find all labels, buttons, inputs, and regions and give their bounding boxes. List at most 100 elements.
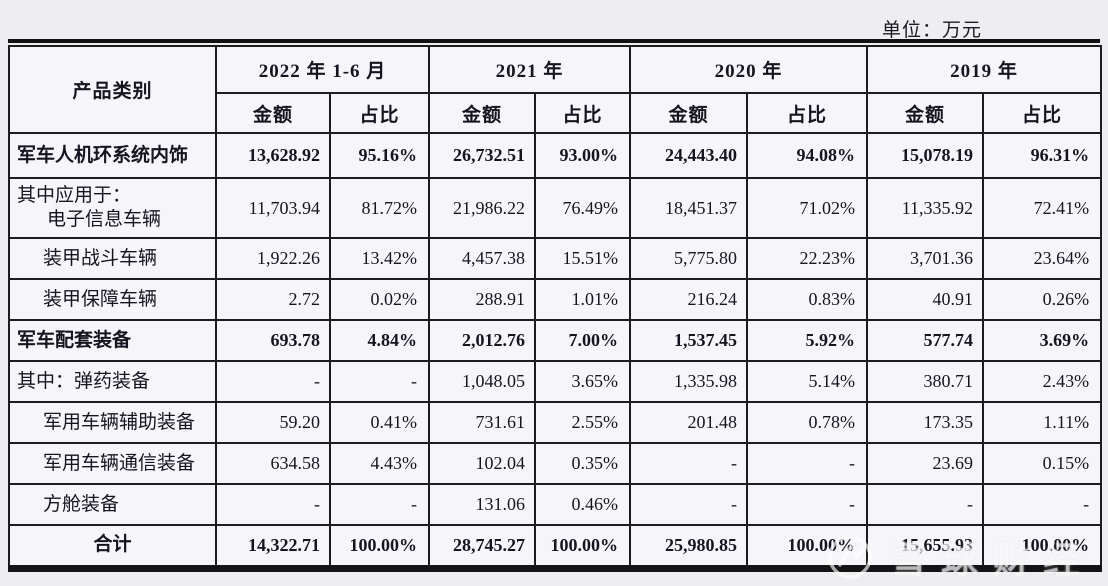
ratio-subheader-1: 占比	[534, 92, 632, 134]
amount-cell: 102.04	[428, 442, 537, 485]
row-label: 军车配套装备	[8, 319, 217, 362]
ratio-cell: 100.00%	[746, 524, 869, 569]
ratio-cell: 100.00%	[534, 524, 632, 569]
amount-cell: 59.20	[215, 401, 331, 444]
amount-cell: 18,451.37	[629, 177, 749, 239]
amount-cell: 1,335.98	[629, 360, 749, 403]
amount-cell: -	[215, 483, 331, 526]
unit-label: 单位：万元	[881, 20, 982, 41]
table-header: 产品类别 2022 年 1-6 月 2021 年 2020 年 2019 年金额 占比 金额…	[8, 45, 1103, 134]
ratio-cell: -	[982, 483, 1103, 526]
ratio-subheader-2: 占比	[746, 92, 869, 134]
ratio-cell: 94.08%	[746, 132, 869, 179]
amount-cell: 13,628.92	[215, 132, 331, 179]
ratio-subheader-0: 占比	[328, 92, 431, 134]
year-group-header-1: 2021 年	[428, 45, 632, 94]
row-label: 军用车辆通信装备	[8, 442, 217, 485]
table-body: 军车人机环系统内饰 13,628.92 95.16% 26,732.51 93.00% 2…	[8, 132, 1103, 569]
amount-cell: 131.06	[428, 483, 537, 526]
ratio-cell: 13.42%	[328, 237, 431, 280]
ratio-cell: 0.41%	[328, 401, 431, 444]
ratio-cell: 0.78%	[746, 401, 869, 444]
table-row: 方舱装备 - -131.06 0.46% - - - -	[8, 483, 1103, 526]
ratio-cell: 5.14%	[746, 360, 869, 403]
amount-cell: 577.74	[866, 319, 985, 362]
row-label: 军车人机环系统内饰	[8, 132, 217, 179]
category-column-header: 产品类别	[8, 45, 217, 134]
year-group-header-2: 2020 年	[629, 45, 869, 94]
ratio-cell: 0.15%	[982, 442, 1103, 485]
table-row: 军用车辆通信装备 634.58 4.43% 102.04 0.35% - -23.69 0.1…	[8, 442, 1103, 485]
ratio-cell: 2.55%	[534, 401, 632, 444]
amount-cell: 693.78	[215, 319, 331, 362]
table-row: 军车配套装备 693.78 4.84% 2,012.76 7.00% 1,537.45 5.…	[8, 319, 1103, 362]
row-label: 装甲战斗车辆	[8, 237, 217, 280]
table-row: 其中：弹药装备 - -1,048.05 3.65% 1,335.98 5.14% 380.7…	[8, 360, 1103, 403]
table-row: 军用车辆辅助装备 59.20 0.41% 731.61 2.55% 201.48 0.78%…	[8, 401, 1103, 444]
amount-subheader-0: 金额	[215, 92, 331, 134]
amount-cell: -	[215, 360, 331, 403]
amount-cell: 24,443.40	[629, 132, 749, 179]
amount-subheader-3: 金额	[866, 92, 985, 134]
row-label: 装甲保障车辆	[8, 278, 217, 321]
ratio-cell: 5.92%	[746, 319, 869, 362]
ratio-cell: -	[328, 483, 431, 526]
amount-cell: -	[629, 483, 749, 526]
ratio-cell: 15.51%	[534, 237, 632, 280]
ratio-cell: 23.64%	[982, 237, 1103, 280]
amount-cell: -	[866, 483, 985, 526]
amount-cell: 201.48	[629, 401, 749, 444]
year-group-header-3: 2019 年	[866, 45, 1103, 94]
amount-cell: 1,537.45	[629, 319, 749, 362]
amount-cell: 14,322.71	[215, 524, 331, 569]
amount-cell: 25,980.85	[629, 524, 749, 569]
amount-cell: 288.91	[428, 278, 537, 321]
amount-subheader-1: 金额	[428, 92, 537, 134]
ratio-cell: 95.16%	[328, 132, 431, 179]
table-row: 装甲保障车辆 2.72 0.02% 288.91 1.01% 216.24 0.83% 40.…	[8, 278, 1103, 321]
table-row: 装甲战斗车辆 1,922.26 13.42% 4,457.38 15.51% 5,775.…	[8, 237, 1103, 280]
ratio-cell: 0.46%	[534, 483, 632, 526]
row-label: 军用车辆辅助装备	[8, 401, 217, 444]
amount-cell: 2.72	[215, 278, 331, 321]
ratio-cell: 4.43%	[328, 442, 431, 485]
ratio-cell: 0.26%	[982, 278, 1103, 321]
ratio-cell: 72.41%	[982, 177, 1103, 239]
amount-cell: 11,335.92	[866, 177, 985, 239]
amount-cell: 28,745.27	[428, 524, 537, 569]
ratio-cell: 93.00%	[534, 132, 632, 179]
amount-cell: 4,457.38	[428, 237, 537, 280]
amount-cell: 3,701.36	[866, 237, 985, 280]
row-label: 方舱装备	[8, 483, 217, 526]
amount-cell: -	[629, 442, 749, 485]
ratio-cell: 4.84%	[328, 319, 431, 362]
amount-cell: 21,986.22	[428, 177, 537, 239]
table-row: 合计 14,322.71 100.00% 28,745.27 100.00% 25,980…	[8, 524, 1103, 569]
ratio-cell: -	[328, 360, 431, 403]
ratio-cell: 71.02%	[746, 177, 869, 239]
ratio-cell: -	[746, 483, 869, 526]
ratio-cell: 1.11%	[982, 401, 1103, 444]
ratio-cell: 0.35%	[534, 442, 632, 485]
amount-cell: 173.35	[866, 401, 985, 444]
ratio-cell: 81.72%	[328, 177, 431, 239]
amount-cell: 11,703.94	[215, 177, 331, 239]
ratio-cell: 1.01%	[534, 278, 632, 321]
ratio-cell: 0.02%	[328, 278, 431, 321]
row-label: 合计	[8, 524, 217, 569]
amount-cell: 1,048.05	[428, 360, 537, 403]
amount-cell: 731.61	[428, 401, 537, 444]
table-row: 军车人机环系统内饰 13,628.92 95.16% 26,732.51 93.00% 2…	[8, 132, 1103, 179]
amount-cell: 380.71	[866, 360, 985, 403]
amount-cell: 40.91	[866, 278, 985, 321]
row-label: 其中应用于： 电子信息车辆	[8, 177, 217, 239]
ratio-cell: 2.43%	[982, 360, 1103, 403]
year-group-header-0: 2022 年 1-6 月	[214, 45, 431, 94]
ratio-cell: 96.31%	[982, 132, 1103, 179]
ratio-cell: 3.69%	[982, 319, 1103, 362]
amount-cell: 634.58	[215, 442, 331, 485]
amount-cell: 26,732.51	[428, 132, 537, 179]
ratio-cell: 22.23%	[746, 237, 869, 280]
amount-cell: 15,078.19	[866, 132, 985, 179]
ratio-cell: 100.00%	[328, 524, 431, 569]
